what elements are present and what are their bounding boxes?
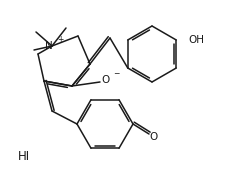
Text: HI: HI (18, 149, 30, 162)
Text: O: O (150, 132, 158, 142)
Text: N: N (45, 41, 53, 51)
Text: O: O (102, 75, 110, 85)
Text: −: − (113, 70, 119, 78)
Text: +: + (57, 36, 63, 45)
Text: OH: OH (188, 35, 204, 45)
